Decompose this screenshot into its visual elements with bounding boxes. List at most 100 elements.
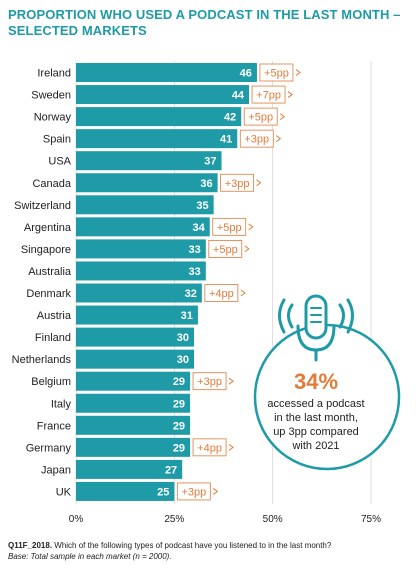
category-label: Denmark — [26, 288, 71, 300]
category-label: Argentina — [24, 222, 72, 234]
bar-row: UK 25 +3pp — [56, 481, 219, 501]
x-tick-label: 0% — [69, 514, 84, 525]
category-label: USA — [48, 156, 71, 168]
bar — [76, 415, 191, 435]
category-label: Japan — [41, 464, 71, 476]
question-code: Q11F_2018. — [8, 541, 53, 550]
bar — [76, 151, 222, 171]
callout-line-4: with 2021 — [291, 440, 339, 452]
value-label: 29 — [173, 442, 185, 454]
change-label: +3pp — [197, 376, 222, 388]
bar — [76, 85, 250, 105]
bar — [76, 459, 183, 479]
value-label: 46 — [240, 68, 252, 80]
change-badge — [176, 482, 211, 501]
category-label: Netherlands — [12, 354, 72, 366]
bars: Ireland 46 +5pp Sweden 44 +7pp Norway 42 +5pp Spa… — [12, 63, 301, 501]
arrow-right-icon — [228, 377, 234, 385]
bar-row: Japan 27 — [41, 459, 183, 479]
value-label: 30 — [177, 332, 189, 344]
arrow-right-icon — [240, 289, 246, 297]
category-label: UK — [56, 486, 72, 498]
bar — [76, 63, 257, 82]
bar-row: Ireland 46 +5pp — [37, 63, 301, 82]
category-label: Singapore — [21, 244, 71, 256]
value-label: 41 — [220, 134, 232, 146]
change-label: +4pp — [209, 288, 234, 300]
change-label: +4pp — [197, 442, 222, 454]
x-axis-ticks: 0% 25% 50% 75% — [69, 514, 381, 525]
microphone-icon — [278, 294, 354, 362]
value-label: 30 — [177, 354, 189, 366]
arrow-right-icon — [228, 443, 234, 451]
category-label: Australia — [28, 266, 72, 278]
footer-note: Q11F_2018. Which of the following types … — [8, 540, 410, 562]
change-label: +3pp — [181, 486, 206, 498]
arrow-right-icon — [244, 245, 250, 253]
change-badge — [192, 438, 227, 457]
value-label: 29 — [173, 398, 185, 410]
change-badge — [208, 239, 243, 258]
bar-row: Argentina 34 +5pp — [24, 217, 254, 237]
bar — [76, 217, 210, 237]
category-label: Austria — [37, 310, 72, 322]
value-label: 36 — [200, 178, 212, 190]
bar — [76, 107, 242, 127]
bar — [76, 129, 238, 149]
chart-title: PROPORTION WHO USED A PODCAST IN THE LAS… — [8, 7, 401, 38]
category-label: Italy — [51, 398, 72, 410]
change-badge — [251, 85, 286, 104]
bar — [76, 327, 194, 347]
bar-row: France 29 — [37, 415, 191, 435]
value-label: 34 — [192, 222, 205, 234]
bar-row: Sweden 44 +7pp — [31, 85, 293, 105]
value-label: 35 — [196, 200, 208, 212]
bar-row: Australia 33 — [28, 261, 206, 281]
bar-row: Switzerland 35 — [14, 195, 214, 215]
category-label: Spain — [43, 134, 71, 146]
bar-row: Netherlands 30 — [12, 349, 194, 369]
change-badge — [220, 173, 255, 192]
category-label: Switzerland — [14, 200, 71, 212]
callout-line-1: accessed a podcast — [267, 398, 364, 410]
category-label: Norway — [34, 112, 72, 124]
change-label: +3pp — [225, 178, 250, 190]
change-badge — [212, 217, 247, 236]
value-label: 29 — [173, 376, 185, 388]
change-label: +5pp — [213, 244, 238, 256]
value-label: 37 — [204, 156, 216, 168]
bar-row: Singapore 33 +5pp — [21, 239, 250, 259]
value-label: 32 — [185, 288, 197, 300]
category-label: France — [37, 420, 71, 432]
value-label: 27 — [165, 464, 177, 476]
base-note: Base: Total sample in each market (n = 2… — [8, 552, 172, 561]
x-tick-label: 75% — [361, 514, 381, 525]
callout-percentage: 34% — [294, 369, 338, 394]
change-label: +5pp — [217, 222, 242, 234]
change-badge — [192, 372, 227, 391]
category-label: Sweden — [31, 90, 71, 102]
callout-line-3: up 3pp compared — [273, 426, 359, 438]
bar-row: Finland 30 — [35, 327, 194, 347]
podcast-callout: 34% accessed a podcast in the last month… — [253, 294, 401, 471]
value-label: 33 — [189, 244, 201, 256]
arrow-right-icon — [248, 223, 254, 231]
bar — [76, 305, 198, 325]
change-label: +7pp — [256, 90, 281, 102]
change-label: +5pp — [248, 112, 273, 124]
value-label: 33 — [189, 266, 201, 278]
arrow-right-icon — [256, 179, 262, 187]
callout-line-2: in the last month, — [274, 412, 358, 424]
bar — [76, 173, 218, 193]
x-tick-label: 50% — [263, 514, 283, 525]
bar-row: Spain 41 +3pp — [43, 129, 282, 149]
bar-row: Denmark 32 +4pp — [26, 283, 246, 303]
bar-row: Italy 29 — [51, 393, 191, 413]
category-label: Germany — [26, 442, 72, 454]
value-label: 44 — [232, 90, 245, 102]
value-label: 25 — [157, 486, 169, 498]
bar — [76, 261, 206, 281]
arrow-right-icon — [287, 91, 293, 98]
value-label: 31 — [181, 310, 193, 322]
bar — [76, 283, 202, 303]
